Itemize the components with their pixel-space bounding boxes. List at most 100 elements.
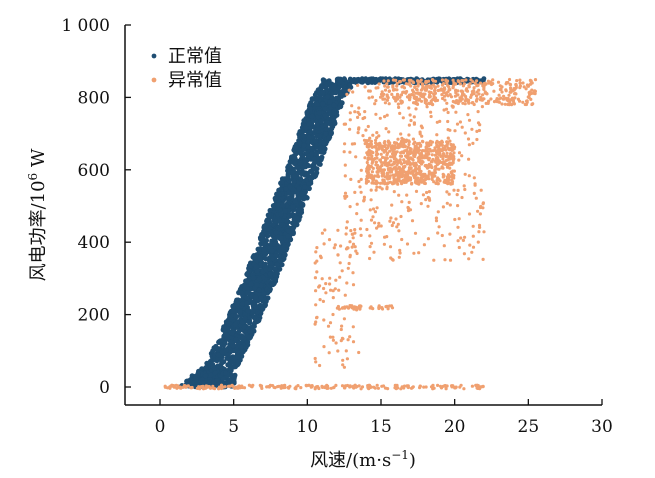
point-anomaly [363,85,367,89]
point-anomaly [364,139,368,143]
point-anomaly [322,318,326,322]
point-anomaly [436,383,440,387]
point-anomaly [479,95,483,99]
point-anomaly [406,177,410,181]
point-anomaly [442,108,446,112]
point-anomaly [446,175,450,179]
point-anomaly [329,288,333,292]
point-anomaly [388,176,392,180]
point-anomaly [379,152,383,156]
y-axis-label: 风电功率/106 W [26,148,49,281]
point-anomaly [359,387,363,391]
point-normal [220,376,226,382]
point-normal [254,282,260,288]
point-normal [259,232,265,238]
point-anomaly [368,136,372,140]
point-anomaly [500,90,504,94]
point-anomaly [371,207,376,211]
point-anomaly [437,167,441,171]
point-anomaly [434,181,438,185]
point-normal [264,231,270,237]
point-anomaly [414,169,418,173]
point-anomaly [385,98,390,102]
point-anomaly [423,98,427,103]
x-ticks: 0 5 10 15 20 25 30 [155,399,613,437]
point-anomaly [365,227,369,232]
point-normal [266,212,272,218]
point-anomaly [314,289,318,293]
point-anomaly [367,167,371,171]
point-anomaly [448,258,453,262]
point-anomaly [395,84,399,88]
point-anomaly [434,156,438,160]
point-anomaly [375,226,379,230]
point-anomaly [475,97,479,101]
point-anomaly [503,102,507,106]
point-anomaly [445,81,449,85]
point-anomaly [453,94,457,98]
x-tick-label: 20 [444,417,466,437]
point-anomaly [374,160,378,164]
point-anomaly [399,214,403,219]
point-anomaly [400,385,404,389]
point-anomaly [472,176,476,180]
point-normal [367,76,372,82]
point-anomaly [369,176,373,180]
point-anomaly [376,152,380,156]
point-normal [245,290,251,296]
point-anomaly [433,146,437,150]
point-normal [257,255,263,262]
point-anomaly [408,81,412,86]
point-anomaly [416,82,420,87]
point-anomaly [509,86,513,90]
point-anomaly [497,100,501,104]
point-normal [303,125,309,131]
point-anomaly [393,383,397,387]
point-anomaly [392,141,397,145]
y-tick-label: 600 [78,161,110,181]
point-anomaly [277,384,281,388]
point-anomaly [382,161,386,165]
point-normal [262,261,268,267]
point-anomaly [416,146,420,150]
point-anomaly [402,161,406,165]
point-normal [286,195,292,201]
point-anomaly [382,92,386,96]
point-anomaly [448,139,452,143]
point-anomaly [440,83,444,87]
point-anomaly [336,228,340,232]
point-anomaly [467,257,471,261]
point-anomaly [464,97,468,101]
point-anomaly [353,231,357,235]
point-normal [246,268,252,274]
point-anomaly [398,154,402,158]
x-tick-label: 10 [297,417,319,437]
point-anomaly [432,171,436,175]
point-anomaly [324,282,328,286]
point-anomaly [409,386,414,390]
point-anomaly [345,357,349,361]
point-anomaly [523,102,527,107]
point-anomaly [345,220,349,224]
point-anomaly [242,386,247,390]
point-anomaly [442,180,446,184]
point-normal [302,158,308,164]
point-anomaly [355,202,359,206]
point-anomaly [427,196,431,201]
point-anomaly [518,84,523,88]
point-anomaly [420,177,424,181]
point-anomaly [451,174,455,178]
point-anomaly [453,145,457,149]
point-anomaly [450,171,454,175]
point-normal [272,266,278,272]
point-normal [282,208,288,214]
point-anomaly [394,169,398,173]
point-anomaly [462,184,466,188]
point-anomaly [424,149,428,153]
x-axis-label: 风速/(m·s−1) [310,448,416,471]
point-anomaly [477,230,481,234]
point-normal [237,309,243,315]
point-anomaly [411,88,415,92]
point-anomaly [405,384,409,388]
point-normal [258,282,264,288]
